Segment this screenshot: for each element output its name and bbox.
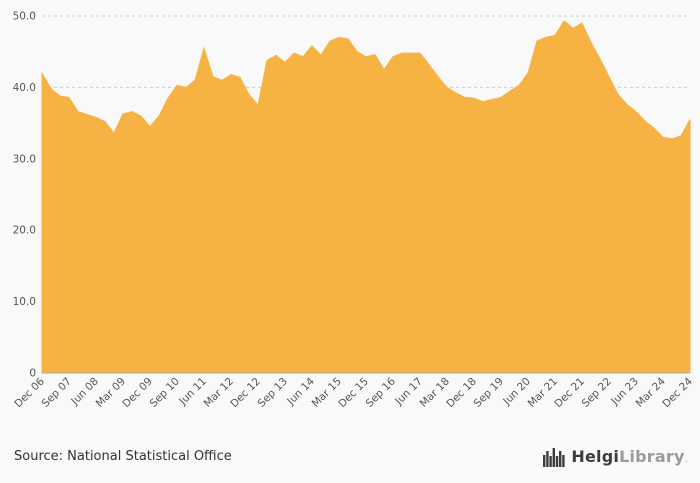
helgi-logo-icon (543, 447, 565, 467)
helgi-library-logo[interactable]: HelgiLibrary. (543, 447, 688, 467)
source-text: Source: National Statistical Office (14, 449, 232, 464)
logo-wordmark: HelgiLibrary. (571, 447, 688, 466)
logo-text-library: Library (619, 447, 685, 466)
y-tick-label: 30.0 (13, 153, 36, 165)
logo-text-dot: . (684, 454, 688, 465)
area-series (41, 20, 691, 374)
logo-text-helgi: Helgi (571, 447, 620, 466)
y-tick-label: 0 (29, 368, 36, 380)
y-tick-label: 50.0 (13, 11, 36, 23)
footer: Source: National Statistical Office Helg… (0, 430, 700, 483)
y-tick-label: 40.0 (13, 82, 36, 94)
y-tick-label: 20.0 (13, 225, 36, 237)
y-tick-label: 10.0 (13, 296, 36, 308)
